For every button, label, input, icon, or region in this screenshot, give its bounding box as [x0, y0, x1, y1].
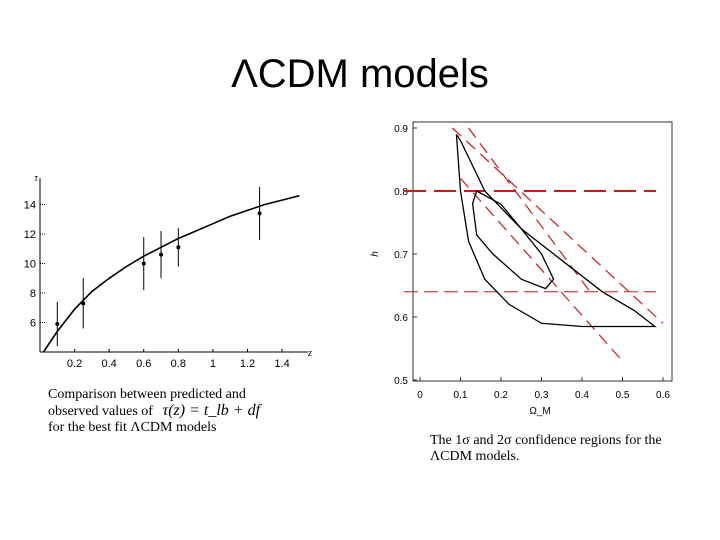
data-point	[159, 252, 164, 257]
diagonal-constraint-line	[451, 127, 664, 324]
left-x-ticks: 0.2 0.4 0.6 0.8 1 1.2 1.4	[67, 349, 290, 370]
caption-left: Comparison between predicted and observe…	[48, 387, 298, 436]
left-y-tick-label: 12	[24, 229, 36, 241]
right-x-tick-label: 0.5	[616, 390, 630, 401]
caption-left-line1: Comparison between predicted and	[48, 387, 246, 402]
left-chart: z τ 0.2 0.4 0.6 0.8 1 1.2 1.4 6 8 10 12 14	[24, 173, 312, 370]
right-x-tick-label: 0.4	[575, 390, 589, 401]
right-x-ticks: 0 0.1 0.2 0.3 0.4 0.5 0.6	[417, 377, 670, 401]
caption-right-line1: The 1σ and 2σ confidence regions for the	[430, 433, 662, 448]
diagonal-constraint-line	[460, 178, 623, 362]
data-point	[141, 261, 146, 266]
right-x-tick-label: 0	[417, 390, 423, 401]
right-x-axis-label: Ω_M	[529, 406, 550, 417]
left-y-tick-label: 10	[24, 259, 36, 271]
tau-formula: τ(z) = t_lb + df	[162, 402, 261, 419]
page-title: ΛCDM models	[231, 52, 489, 96]
caption-left-line2: observed values of	[48, 404, 153, 419]
left-x-tick-label: 0.8	[171, 358, 186, 370]
right-chart: 0 0.1 0.2 0.3 0.4 0.5 0.6 0.50.60.70.80.9 Ω_M …	[370, 121, 673, 417]
caption-left-line3: for the best fit ΛCDM models	[48, 420, 217, 435]
right-y-tick-label: 0.7	[394, 250, 408, 261]
left-y-tick-label: 14	[24, 200, 36, 212]
data-points	[55, 186, 262, 347]
right-x-tick-label: 0.6	[656, 390, 670, 401]
diagonal-constraint-line	[468, 127, 591, 293]
contour-1sigma	[471, 190, 555, 290]
right-y-tick-label: 0.6	[394, 313, 408, 324]
left-x-tick-label: 0.2	[67, 358, 82, 370]
left-x-axis-label: z	[307, 348, 312, 359]
right-y-tick-label: 0.8	[394, 187, 408, 198]
caption-right-line2: ΛCDM models.	[430, 449, 520, 464]
model-curve	[42, 194, 300, 353]
left-y-axis-label: τ	[34, 173, 38, 184]
left-x-tick-label: 0.6	[136, 358, 151, 370]
right-x-tick-label: 0.3	[535, 390, 549, 401]
left-x-tick-label: 0.4	[102, 358, 117, 370]
constraint-lines	[404, 127, 664, 362]
caption-right: The 1σ and 2σ confidence regions for the…	[430, 433, 710, 465]
data-point	[81, 301, 86, 306]
data-point	[55, 321, 60, 326]
right-plot-frame	[412, 121, 673, 382]
right-x-tick-label: 0.2	[494, 390, 508, 401]
data-point	[176, 245, 181, 250]
right-y-tick-label: 0.9	[394, 124, 408, 135]
right-y-tick-label: 0.5	[394, 376, 408, 387]
right-x-tick-label: 0.1	[454, 390, 468, 401]
left-y-ticks: 6 8 10 12 14	[24, 200, 45, 330]
right-y-ticks: 0.5 0.6 0.7 0.8 0.9	[394, 124, 417, 387]
contour-2sigma	[455, 133, 657, 328]
left-x-tick-label: 1.2	[240, 358, 255, 370]
left-y-tick-label: 6	[30, 318, 36, 330]
caption-left-line2-row: observed values of τ(z) = t_lb + df	[48, 403, 298, 420]
left-y-tick-label: 8	[30, 288, 36, 300]
left-x-tick-label: 1.4	[274, 358, 289, 370]
data-point	[257, 211, 262, 216]
left-x-tick-label: 1	[210, 358, 216, 370]
right-y-axis-label: h	[370, 251, 381, 257]
